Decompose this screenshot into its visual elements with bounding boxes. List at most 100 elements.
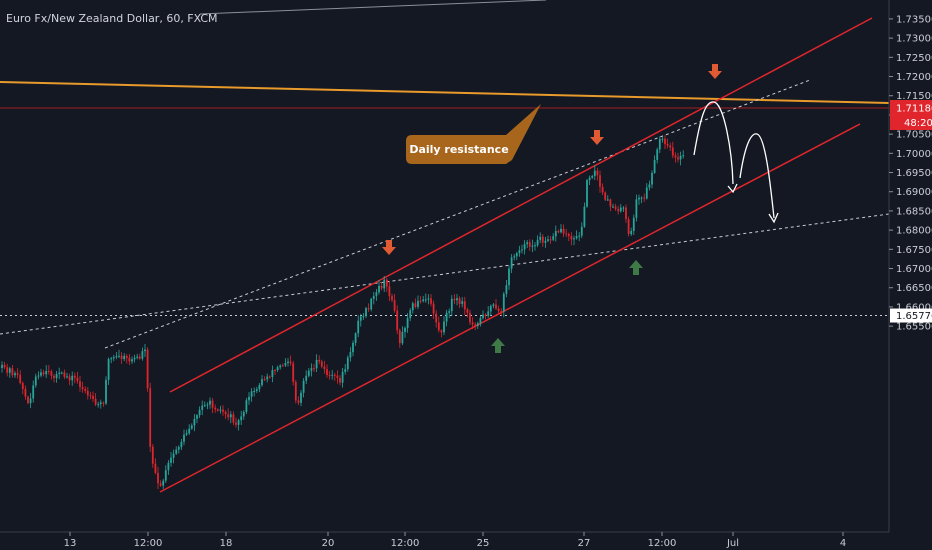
candle-body xyxy=(146,349,149,389)
candle-body xyxy=(40,372,42,376)
projection-arrowhead xyxy=(768,212,779,224)
candle-body xyxy=(154,463,157,473)
candle-body xyxy=(47,371,50,373)
price-tick-label: 1.65500 xyxy=(896,322,932,333)
candle-body xyxy=(658,138,661,150)
candle-body xyxy=(258,385,261,390)
candle-body xyxy=(216,409,219,411)
chart-lines-layer xyxy=(0,0,890,493)
candle-body xyxy=(461,301,464,304)
candle-body xyxy=(479,318,482,324)
candle-body xyxy=(471,322,474,325)
candle-body xyxy=(76,377,79,382)
price-tick-label: 1.68000 xyxy=(896,226,932,237)
low-price-label: 1.65776 xyxy=(896,311,932,322)
candle-body xyxy=(614,206,617,210)
candle-body xyxy=(107,359,110,380)
candle-body xyxy=(123,355,126,360)
price-tick-label: 1.70500 xyxy=(896,130,932,141)
candle-body xyxy=(453,298,456,301)
candle-body xyxy=(162,480,165,486)
dashed-trendline-upper xyxy=(104,79,811,349)
candle-body xyxy=(596,170,599,176)
candle-body xyxy=(541,236,544,243)
candle-body xyxy=(229,414,232,418)
price-axis[interactable]: 1.735001.730001.725001.720001.715001.710… xyxy=(888,0,932,550)
time-tick-label: 12:00 xyxy=(134,538,163,549)
annotation-box xyxy=(406,104,541,164)
candle-body xyxy=(331,374,334,376)
candle-body xyxy=(365,308,367,317)
price-tick-label: 1.69500 xyxy=(896,168,932,179)
candle-body xyxy=(177,447,180,450)
candle-body xyxy=(81,387,84,390)
candle-body xyxy=(240,416,243,421)
candle-body xyxy=(619,207,622,212)
candle-body xyxy=(664,138,666,145)
candle-body xyxy=(302,380,305,393)
candle-body xyxy=(3,364,6,368)
candle-body xyxy=(578,235,581,237)
resistance-down-arrow xyxy=(382,240,396,255)
price-tick-label: 1.66000 xyxy=(896,302,932,313)
candle-body xyxy=(669,145,672,148)
candle-body xyxy=(385,279,388,287)
candle-body xyxy=(131,359,133,362)
candle-body xyxy=(310,368,313,371)
candle-body xyxy=(458,298,461,304)
candle-body xyxy=(235,422,237,425)
time-axis[interactable]: 13 12:00 18 20 12:00 25 27 12:00 Jul 4 xyxy=(0,531,889,549)
candle-body xyxy=(450,298,453,312)
candle-body xyxy=(378,285,380,293)
candle-body xyxy=(586,180,588,207)
candle-body xyxy=(307,370,310,376)
resistance-line xyxy=(0,81,890,104)
candle-body xyxy=(232,414,235,423)
candle-body xyxy=(526,242,529,245)
candle-body xyxy=(489,305,492,312)
candle-body xyxy=(203,405,206,407)
candle-body xyxy=(133,357,136,360)
candle-body xyxy=(1,364,3,368)
candle-body xyxy=(393,300,396,311)
candle-body xyxy=(497,308,500,312)
candle-body xyxy=(276,367,279,371)
candle-body xyxy=(37,375,40,377)
candle-body xyxy=(401,332,404,344)
candle-body xyxy=(279,365,282,368)
candle-body xyxy=(679,155,682,160)
candle-body xyxy=(588,177,591,181)
candle-body xyxy=(128,357,131,362)
candle-body xyxy=(391,296,393,301)
candle-body xyxy=(575,236,578,239)
candle-body xyxy=(367,308,370,310)
candle-body xyxy=(16,373,19,375)
candle-body xyxy=(45,371,48,375)
candle-body xyxy=(214,407,217,410)
candle-body xyxy=(263,379,266,381)
candle-body xyxy=(440,330,443,333)
candle-body xyxy=(362,316,365,318)
candle-body xyxy=(261,379,263,386)
candle-body xyxy=(495,304,497,309)
candle-body xyxy=(656,149,659,160)
candle-body xyxy=(651,172,653,185)
price-tick-label: 1.67000 xyxy=(896,264,932,275)
current-price-label: 1.71180 xyxy=(896,104,932,115)
candle-body xyxy=(266,376,269,380)
candle-body xyxy=(417,300,419,307)
candle-body xyxy=(326,369,328,376)
candle-body xyxy=(185,433,188,435)
time-tick-label: 4 xyxy=(840,538,846,549)
candle-body xyxy=(502,293,505,312)
candle-body xyxy=(352,342,354,353)
candle-body xyxy=(648,184,651,188)
candle-body xyxy=(513,256,516,258)
price-tick-label: 1.71500 xyxy=(896,91,932,102)
candle-body xyxy=(180,441,183,448)
candle-body xyxy=(183,434,185,442)
candle-body xyxy=(255,389,258,391)
candle-body xyxy=(274,370,276,372)
candle-body xyxy=(544,240,547,243)
candle-body xyxy=(27,396,29,404)
